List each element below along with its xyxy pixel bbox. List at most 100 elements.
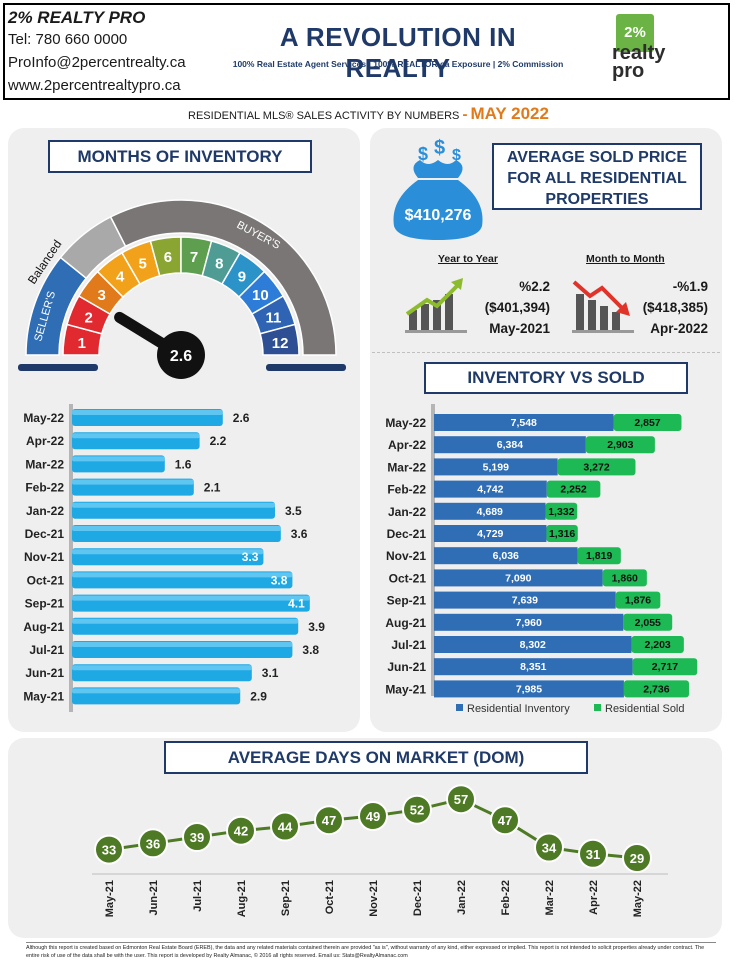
gauge-label-10: 10 xyxy=(252,287,269,304)
ivs-inventory-bar xyxy=(434,525,547,542)
dom-point xyxy=(578,838,608,869)
moi-category-label: Feb-22 xyxy=(25,481,64,495)
mom-percent: -%1.9 xyxy=(672,279,708,294)
dom-category-label: Aug-21 xyxy=(236,880,248,917)
ivs-inventory-label: 7,090 xyxy=(505,572,531,584)
avg-price-title-line-3: PROPERTIES xyxy=(545,191,649,208)
moi-value-label: 3.1 xyxy=(262,666,279,680)
moi-bar-highlight xyxy=(72,549,264,555)
ivs-inventory-bar xyxy=(434,458,558,476)
dom-category-label: Jun-21 xyxy=(148,880,160,915)
buyers-arc xyxy=(109,199,337,356)
dom-point xyxy=(314,805,344,836)
moi-category-label: Aug-21 xyxy=(23,620,64,634)
ivs-sold-bar xyxy=(577,547,621,565)
ivs-inventory-label: 7,960 xyxy=(516,617,542,629)
dom-title: AVERAGE DAYS ON MARKET (DOM) xyxy=(164,741,588,774)
ivs-inventory-label: 6,036 xyxy=(493,550,519,562)
ivs-sold-label: 2,717 xyxy=(652,661,678,673)
email-address: ProInfo@2percentrealty.ca xyxy=(8,54,186,71)
ivs-category-label: Dec-21 xyxy=(387,527,427,541)
moi-bar-highlight xyxy=(72,456,165,462)
gauge-base-right xyxy=(266,364,346,371)
ivs-inventory-label: 6,384 xyxy=(497,439,523,451)
gauge-segment-12 xyxy=(259,323,300,356)
ivs-category-label: Nov-21 xyxy=(386,549,426,563)
ivs-inventory-bar xyxy=(434,569,603,587)
moi-category-label: May-21 xyxy=(23,689,64,703)
gauge-label-3: 3 xyxy=(97,287,105,304)
gauge-label-12: 12 xyxy=(272,335,289,352)
dom-point xyxy=(622,843,652,873)
dom-value-label: 49 xyxy=(366,809,380,824)
subtitle-dash: - xyxy=(462,106,468,123)
moi-value-label: 3.8 xyxy=(271,573,288,587)
ivs-category-label: Feb-22 xyxy=(387,483,426,497)
moi-bar-highlight xyxy=(72,688,241,694)
yoy-heading: Year to Year xyxy=(438,253,498,265)
ivs-inventory-bar xyxy=(434,680,624,698)
ivs-category-label: Jun-21 xyxy=(387,660,426,674)
subtitle-text: RESIDENTIAL MLS® SALES ACTIVITY BY NUMBE… xyxy=(188,110,460,122)
ivs-category-label: Sep-21 xyxy=(387,594,427,608)
ivs-category-label: Jan-22 xyxy=(388,505,426,519)
dom-point xyxy=(446,784,476,815)
header-box xyxy=(3,3,730,100)
ivs-sold-bar xyxy=(545,502,578,520)
moi-bar-highlight xyxy=(72,410,223,415)
moi-bar-highlight xyxy=(72,433,200,439)
ivs-inventory-bar xyxy=(434,547,578,565)
moi-category-label: May-22 xyxy=(23,411,64,425)
ivs-sold-label: 1,316 xyxy=(549,528,575,540)
ivs-sold-label: 1,860 xyxy=(612,572,638,584)
moi-value-label: 3.9 xyxy=(308,620,325,634)
ivs-category-label: May-22 xyxy=(385,416,426,430)
ivs-sold-label: 1,332 xyxy=(548,506,574,518)
ivs-sold-bar xyxy=(615,591,661,609)
dom-category-label: Mar-22 xyxy=(544,880,556,915)
dom-category-label: May-21 xyxy=(104,880,116,917)
ivs-inventory-bar xyxy=(434,613,624,631)
report-month: MAY 2022 xyxy=(470,104,549,123)
ivs-category-label: May-21 xyxy=(385,682,426,696)
ivs-sold-label: 1,819 xyxy=(586,550,612,562)
tagline: 100% Real Estate Agent Services | 100% R… xyxy=(232,59,564,69)
dom-value-label: 42 xyxy=(234,824,248,839)
ivs-inventory-label: 8,302 xyxy=(520,639,546,651)
ivs-inventory-label: 4,689 xyxy=(477,506,503,518)
ivs-sold-bar xyxy=(613,414,682,431)
moi-category-label: Apr-22 xyxy=(26,434,64,448)
dom-value-label: 47 xyxy=(498,813,512,828)
mom-price: ($418,385) xyxy=(642,300,708,315)
mom-period: Apr-2022 xyxy=(650,321,708,336)
gauge-label-5: 5 xyxy=(139,256,147,273)
gauge-base-left xyxy=(18,364,98,371)
dom-point xyxy=(358,801,388,831)
ivs-legend-sold: Residential Sold xyxy=(605,703,685,715)
dom-category-label: Dec-21 xyxy=(412,880,424,916)
ivs-sold-bar xyxy=(602,569,647,587)
ivs-inventory-bar xyxy=(434,658,633,676)
ivs-legend-inventory-swatch xyxy=(456,704,463,711)
ivs-sold-bar xyxy=(623,613,673,631)
moi-bar-highlight xyxy=(72,572,293,578)
moi-value-label: 3.8 xyxy=(302,643,319,657)
dom-line-chart: 33 May-21 36 Jun-21 39 Jul-21 42 Aug-21 44 Sep-21… xyxy=(92,784,668,917)
dom-category-label: Apr-22 xyxy=(588,880,600,915)
dom-category-label: Jul-21 xyxy=(192,880,204,912)
dom-point xyxy=(270,811,300,842)
ivs-sold-bar xyxy=(631,636,684,653)
months-inventory-title: MONTHS OF INVENTORY xyxy=(48,140,312,173)
moi-category-label: Oct-21 xyxy=(27,573,65,587)
svg-text:$: $ xyxy=(452,147,461,164)
ivs-inventory-bar xyxy=(434,414,614,431)
gauge-label-6: 6 xyxy=(164,249,172,266)
moi-value-label: 3.6 xyxy=(291,527,308,541)
ivs-inventory-label: 8,351 xyxy=(520,661,546,673)
dom-value-label: 47 xyxy=(322,813,336,828)
ivs-inventory-bar xyxy=(434,591,616,609)
gauge-label-8: 8 xyxy=(215,256,223,273)
dom-category-label: Oct-21 xyxy=(324,880,336,914)
inventory-vs-sold-title: INVENTORY VS SOLD xyxy=(424,362,688,394)
moi-value-label: 3.5 xyxy=(285,504,302,518)
